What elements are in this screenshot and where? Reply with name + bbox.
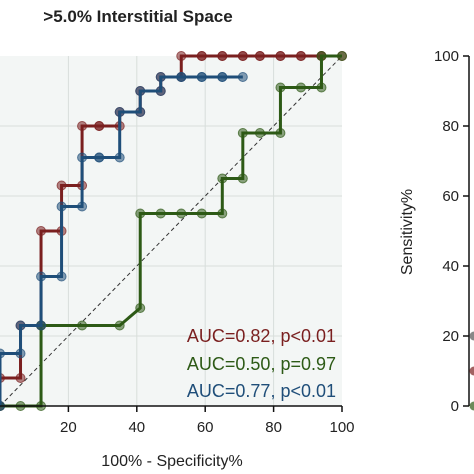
roc-point [56, 180, 67, 191]
roc-point [217, 72, 228, 82]
roc-point [15, 320, 26, 331]
roc-point [135, 107, 146, 117]
roc-point [337, 51, 347, 61]
roc-point [114, 107, 125, 117]
roc-point [254, 51, 265, 61]
roc-point [196, 51, 207, 61]
roc-point [295, 51, 306, 61]
roc-point [36, 226, 47, 236]
x-tick-label: 80 [265, 419, 282, 436]
roc-point [15, 348, 26, 359]
y-tick-label: 60 [442, 188, 459, 205]
y-tick-label: 40 [442, 258, 459, 275]
auc-annotation: AUC=0.77, p<0.01 [187, 381, 336, 401]
roc-point [295, 82, 306, 93]
roc-point [114, 152, 125, 163]
right-y-axis-ticks: 0 20 40 60 80 100 [434, 48, 469, 415]
roc-point [94, 152, 105, 163]
roc-point [176, 72, 187, 82]
roc-point [275, 82, 286, 93]
roc-point [56, 201, 67, 212]
y-axis-label: Sensitivity% [399, 189, 416, 275]
roc-point [196, 72, 207, 82]
roc-point [316, 51, 327, 61]
auc-annotations: AUC=0.82, p<0.01 AUC=0.50, p=0.97 AUC=0.77… [187, 326, 336, 401]
roc-point [77, 152, 88, 163]
roc-point [36, 320, 47, 331]
roc-point [217, 173, 228, 184]
roc-point [114, 320, 125, 331]
x-axis-label: 100% - Specificity% [101, 453, 242, 470]
roc-point [275, 128, 286, 138]
roc-point [94, 121, 105, 131]
roc-point [155, 72, 166, 82]
y-tick-label: 0 [451, 398, 459, 415]
roc-point [217, 51, 228, 61]
roc-point [15, 373, 26, 383]
roc-point [135, 303, 146, 313]
right-marker-fragments [469, 331, 474, 411]
roc-point [196, 208, 207, 219]
roc-point [135, 86, 146, 96]
left-plot-area: 20 40 60 80 100 100% - Specificity% AUC=0.82… [0, 51, 355, 470]
roc-point [56, 271, 67, 282]
reference-diagonal-line [0, 55, 343, 407]
roc-point [0, 348, 5, 359]
roc-point [217, 208, 228, 219]
cropped-marker [469, 401, 474, 411]
x-tick-label: 40 [128, 419, 145, 436]
x-tick-label: 100 [329, 419, 354, 436]
roc-series-2 [0, 72, 248, 411]
roc-point [254, 128, 265, 138]
y-tick-label: 80 [442, 118, 459, 135]
roc-point [237, 128, 248, 138]
roc-curve-line [0, 54, 342, 408]
x-tick-label: 60 [197, 419, 214, 436]
auc-annotation: AUC=0.50, p=0.97 [187, 354, 336, 374]
roc-point [237, 51, 248, 61]
roc-point [155, 208, 166, 219]
x-axis-ticks: 20 40 60 80 100 [60, 406, 355, 436]
x-tick-label: 20 [60, 419, 77, 436]
roc-point [237, 173, 248, 184]
right-plot-area: 0 20 40 60 80 100 Sensitivity% [399, 48, 474, 415]
y-tick-label: 100 [434, 48, 459, 65]
roc-point [77, 201, 88, 212]
cropped-marker [469, 331, 474, 341]
cropped-marker [469, 366, 474, 376]
roc-point [176, 51, 187, 61]
roc-point [135, 208, 146, 219]
auc-annotation: AUC=0.82, p<0.01 [187, 326, 336, 346]
roc-point [237, 72, 248, 82]
roc-point [77, 121, 88, 131]
roc-point [155, 86, 166, 96]
roc-point [36, 271, 47, 282]
roc-point [275, 51, 286, 61]
roc-series-group [0, 51, 347, 411]
roc-point [77, 320, 88, 331]
y-tick-label: 20 [442, 328, 459, 345]
roc-point [316, 82, 327, 93]
roc-point [176, 208, 187, 219]
chart-title: >5.0% Interstitial Space [43, 7, 232, 26]
